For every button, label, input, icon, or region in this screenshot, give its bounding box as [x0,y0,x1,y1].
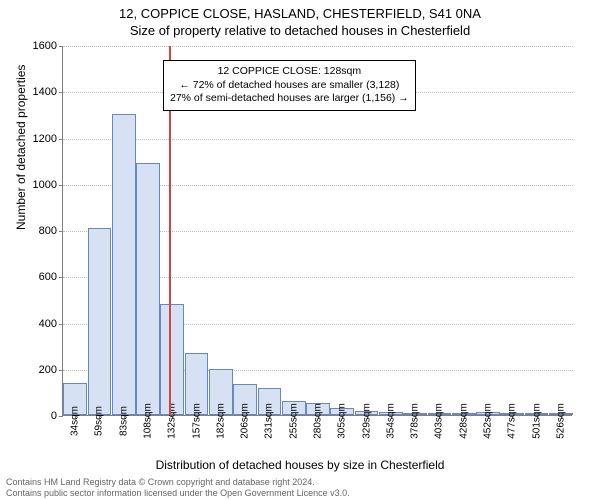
marker-callout: 12 COPPICE CLOSE: 128sqm← 72% of detache… [163,60,416,111]
ytick-label: 800 [39,225,57,237]
chart-title-line1: 12, COPPICE CLOSE, HASLAND, CHESTERFIELD… [0,6,600,21]
xtick-label: 329sqm [361,403,372,439]
xtick-label: 403sqm [434,403,445,439]
ytick-label: 1600 [33,40,57,52]
histogram-bar [112,114,136,415]
xtick-label: 305sqm [337,403,348,439]
grid-line [63,139,573,140]
ytick-label: 400 [39,318,57,330]
footer-attribution: Contains HM Land Registry data © Crown c… [6,477,350,498]
xtick-label: 428sqm [458,403,469,439]
xtick-label: 59sqm [94,406,105,436]
plot-region: 0200400600800100012001400160034sqm59sqm8… [62,46,572,416]
xtick-label: 231sqm [264,403,275,439]
xtick-label: 182sqm [215,403,226,439]
grid-line [63,46,573,47]
ytick-mark [59,139,63,140]
xtick-label: 157sqm [191,403,202,439]
ytick-mark [59,231,63,232]
ytick-label: 1200 [33,133,57,145]
histogram-bar [88,228,112,415]
chart-area: 0200400600800100012001400160034sqm59sqm8… [62,46,572,416]
y-axis-title: Number of detached properties [14,65,28,230]
ytick-mark [59,416,63,417]
xtick-label: 378sqm [410,403,421,439]
chart-title-line2: Size of property relative to detached ho… [0,23,600,38]
callout-line1: 12 COPPICE CLOSE: 128sqm [170,65,409,79]
xtick-label: 83sqm [118,406,129,436]
xtick-label: 452sqm [483,403,494,439]
xtick-label: 477sqm [507,403,518,439]
histogram-bar [136,163,160,415]
xtick-label: 255sqm [288,403,299,439]
callout-line3: 27% of semi-detached houses are larger (… [170,92,409,106]
ytick-label: 200 [39,364,57,376]
ytick-label: 1400 [33,86,57,98]
footer-line2: Contains public sector information licen… [6,488,350,498]
ytick-mark [59,324,63,325]
xtick-label: 280sqm [313,403,324,439]
histogram-bar [160,304,184,415]
xtick-label: 34sqm [70,406,81,436]
ytick-mark [59,370,63,371]
x-axis-title: Distribution of detached houses by size … [0,458,600,472]
xtick-label: 108sqm [143,403,154,439]
ytick-mark [59,277,63,278]
callout-line2: ← 72% of detached houses are smaller (3,… [170,79,409,93]
chart-title-block: 12, COPPICE CLOSE, HASLAND, CHESTERFIELD… [0,0,600,38]
xtick-label: 501sqm [531,403,542,439]
ytick-label: 600 [39,271,57,283]
ytick-label: 0 [51,410,57,422]
footer-line1: Contains HM Land Registry data © Crown c… [6,477,350,487]
xtick-label: 526sqm [555,403,566,439]
ytick-mark [59,185,63,186]
ytick-mark [59,92,63,93]
xtick-label: 206sqm [240,403,251,439]
ytick-mark [59,46,63,47]
ytick-label: 1000 [33,179,57,191]
xtick-label: 354sqm [385,403,396,439]
